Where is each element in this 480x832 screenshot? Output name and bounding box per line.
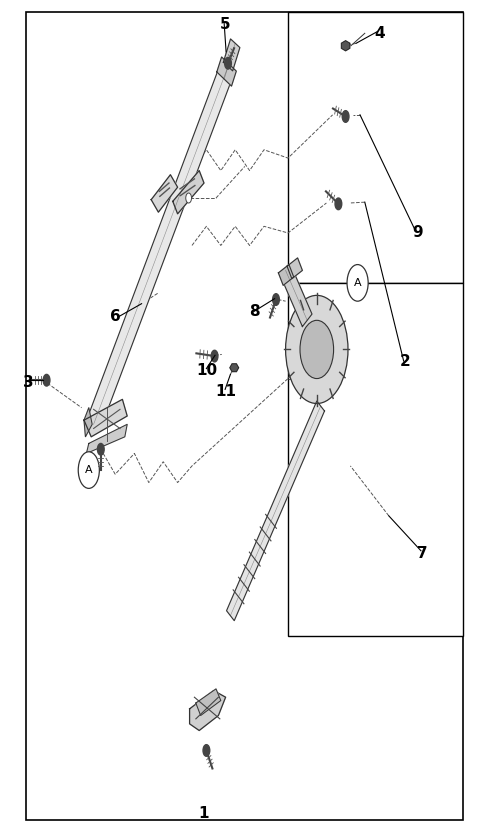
- Polygon shape: [287, 258, 302, 279]
- Bar: [288, 283, 463, 636]
- Circle shape: [347, 265, 368, 301]
- Text: 3: 3: [23, 375, 33, 390]
- Polygon shape: [87, 60, 234, 431]
- Text: 5: 5: [220, 17, 231, 32]
- Text: 6: 6: [110, 309, 120, 324]
- Polygon shape: [217, 57, 236, 86]
- Circle shape: [225, 57, 231, 69]
- Text: 4: 4: [374, 26, 384, 41]
- Polygon shape: [173, 171, 204, 214]
- Text: A: A: [354, 278, 361, 288]
- Polygon shape: [278, 265, 294, 285]
- Circle shape: [78, 452, 99, 488]
- Text: 7: 7: [417, 546, 428, 561]
- Text: 11: 11: [215, 384, 236, 399]
- Text: 9: 9: [412, 225, 423, 240]
- Circle shape: [335, 198, 342, 210]
- Polygon shape: [341, 41, 350, 51]
- Circle shape: [273, 294, 279, 305]
- Text: 1: 1: [199, 806, 209, 821]
- Circle shape: [186, 193, 192, 203]
- Bar: [288, 12, 463, 283]
- Circle shape: [97, 443, 104, 455]
- Text: 10: 10: [196, 363, 217, 378]
- Circle shape: [342, 111, 349, 122]
- Polygon shape: [223, 39, 240, 71]
- Text: A: A: [85, 465, 93, 475]
- Circle shape: [203, 745, 210, 756]
- Circle shape: [43, 374, 50, 386]
- Polygon shape: [84, 408, 92, 437]
- Circle shape: [300, 320, 334, 379]
- Polygon shape: [84, 399, 127, 437]
- Polygon shape: [227, 401, 324, 621]
- Circle shape: [211, 350, 218, 362]
- Polygon shape: [86, 424, 127, 453]
- Polygon shape: [190, 691, 226, 730]
- Circle shape: [286, 295, 348, 404]
- Polygon shape: [281, 264, 312, 327]
- Text: 8: 8: [249, 305, 260, 319]
- Polygon shape: [230, 364, 239, 372]
- Text: 2: 2: [400, 354, 411, 369]
- Polygon shape: [196, 689, 221, 716]
- Polygon shape: [151, 175, 178, 212]
